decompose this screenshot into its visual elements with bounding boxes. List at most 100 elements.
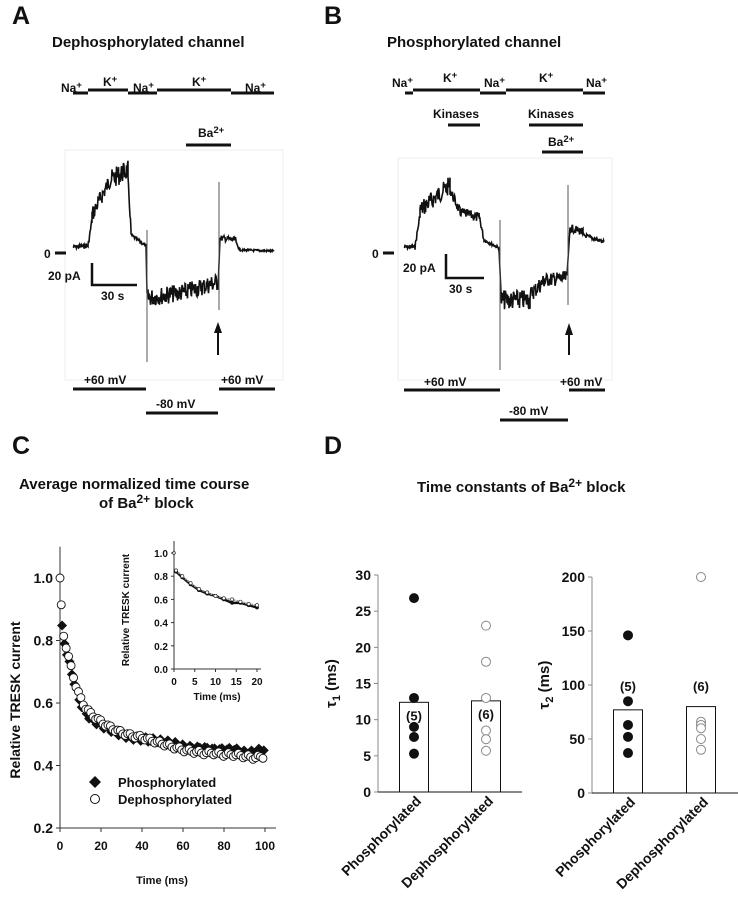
d-y-tick-label: 200 bbox=[562, 569, 586, 585]
d-y-tick-label: 0 bbox=[363, 784, 371, 800]
c-inset-x-tick-label: 15 bbox=[231, 677, 243, 688]
a-scale-time: 30 s bbox=[101, 289, 125, 303]
c-x-tick-label: 40 bbox=[135, 839, 149, 853]
b-ba-label: Ba2+ bbox=[548, 134, 575, 149]
d-data-point bbox=[409, 721, 419, 732]
inset-dephosphorylated-point bbox=[221, 596, 226, 601]
b-solution-label: Na+ bbox=[484, 75, 505, 90]
b-solution-label: Na+ bbox=[392, 75, 413, 90]
dephosphorylated-point bbox=[59, 631, 69, 641]
inset-dephosphorylated-point bbox=[238, 599, 243, 604]
b-solution-bars bbox=[405, 88, 605, 95]
d-title: Time constants of Ba2+ block bbox=[417, 476, 626, 496]
dephosphorylated-point bbox=[61, 643, 71, 653]
legend-dephosphorylated-label: Dephosphorylated bbox=[118, 792, 232, 807]
inset-dephosphorylated-line bbox=[175, 569, 258, 606]
inset-dephosphorylated-point bbox=[180, 574, 185, 579]
a-scale-current: 20 pA bbox=[48, 269, 81, 283]
panel-letter-d: D bbox=[324, 432, 343, 460]
a-voltage-label: +60 mV bbox=[221, 373, 263, 387]
phosphorylated-point bbox=[57, 620, 68, 631]
panel-c-chart: Average normalized time course of Ba2+ b… bbox=[7, 476, 276, 887]
d-n-label: (5) bbox=[406, 708, 422, 723]
dephosphorylated-point bbox=[55, 573, 65, 583]
d-y-axis-label: τ1 (ms) bbox=[323, 659, 343, 708]
panel-letter-c: C bbox=[12, 432, 31, 460]
c-inset-y-tick-label: 1.0 bbox=[154, 549, 168, 560]
c-inset-background bbox=[115, 540, 275, 690]
c-inset-y-tick-label: 0.6 bbox=[154, 595, 168, 606]
d-data-point bbox=[409, 692, 419, 703]
d-data-point bbox=[409, 593, 419, 604]
d-data-point bbox=[623, 630, 633, 641]
a-ba-label: Ba2+ bbox=[198, 125, 225, 140]
c-inset-x-tick-label: 0 bbox=[171, 677, 177, 688]
c-inset-axes: 0.0 0.2 0.4 0.6 0.8 1.0 0 5 10 15 20 Time (ms) Relat… bbox=[115, 540, 275, 703]
d-n-label: (6) bbox=[478, 707, 494, 722]
b-solution-label: Na+ bbox=[586, 75, 607, 90]
b-voltage-label: +60 mV bbox=[424, 375, 466, 389]
panel-a-title: Dephosphorylated channel bbox=[52, 34, 245, 51]
d-data-point bbox=[409, 748, 419, 759]
d-data-point bbox=[696, 723, 706, 734]
inset-dephosphorylated-point bbox=[213, 594, 218, 598]
c-legend: Phosphorylated Dephosphorylated bbox=[89, 775, 232, 807]
c-inset-x-tick-label: 5 bbox=[192, 677, 198, 688]
a-scale-bar bbox=[90, 263, 137, 287]
legend-phosphorylated-marker bbox=[89, 776, 101, 788]
panel-b-recording: Na+ K+ Na+ K+ Na+ Kinases Kinases Ba2+ 0… bbox=[372, 70, 613, 422]
d-data-point bbox=[481, 620, 491, 631]
c-inset-x-tick-label: 10 bbox=[210, 677, 222, 688]
c-title-line1: Average normalized time course bbox=[19, 476, 249, 493]
c-inset-y-tick-label: 0.4 bbox=[154, 619, 168, 630]
c-inset-y-axis-label: Relative TRESK current bbox=[121, 553, 132, 666]
d-data-point bbox=[696, 744, 706, 755]
b-solution-label: K+ bbox=[443, 70, 458, 85]
d-data-point bbox=[481, 656, 491, 667]
d-y-tick-label: 0 bbox=[577, 785, 585, 801]
c-y-tick-label: 1.0 bbox=[34, 570, 54, 586]
dephosphorylated-point bbox=[66, 661, 76, 671]
c-y-tick-label: 0.2 bbox=[34, 820, 54, 836]
c-x-tick-label: 80 bbox=[217, 839, 231, 853]
c-x-tick-label: 60 bbox=[176, 839, 190, 853]
d-y-axis-label: τ2 (ms) bbox=[536, 661, 556, 710]
c-inset-x-axis-label: Time (ms) bbox=[193, 692, 240, 703]
c-y-tick-label: 0.8 bbox=[34, 633, 54, 649]
dephosphorylated-point bbox=[258, 753, 268, 763]
c-y-axis-label: Relative TRESK current bbox=[7, 621, 23, 778]
d-data-point bbox=[623, 696, 633, 707]
d-category-label: Phosphorylated bbox=[552, 794, 638, 880]
b-zero-label: 0 bbox=[372, 247, 379, 261]
c-inset-marks bbox=[172, 551, 259, 610]
b-kinases-label: Kinases bbox=[433, 107, 479, 121]
d-data-point bbox=[481, 692, 491, 703]
d-y-tick-label: 5 bbox=[363, 748, 371, 764]
c-y-tick-label: 0.6 bbox=[34, 695, 54, 711]
d-data-point bbox=[481, 745, 491, 756]
inset-phosphorylated-point bbox=[230, 600, 235, 605]
legend-phosphorylated-label: Phosphorylated bbox=[118, 775, 216, 790]
a-zero-label: 0 bbox=[44, 247, 51, 261]
a-current-trace bbox=[72, 160, 275, 306]
panel-b-title: Phosphorylated channel bbox=[387, 34, 562, 51]
panel-letter-a: A bbox=[12, 2, 31, 30]
d-y-tick-label: 100 bbox=[562, 677, 586, 693]
d-y-tick-label: 10 bbox=[355, 712, 371, 728]
b-solution-label: K+ bbox=[539, 70, 554, 85]
inset-dephosphorylated-point bbox=[188, 581, 193, 586]
inset-dephosphorylated-point bbox=[172, 551, 176, 555]
inset-dephosphorylated-point bbox=[246, 602, 251, 606]
a-voltage-label: +60 mV bbox=[84, 373, 126, 387]
d-y-tick-label: 150 bbox=[562, 623, 586, 639]
c-main-marks bbox=[55, 573, 269, 764]
inset-dephosphorylated-point bbox=[205, 590, 210, 595]
c-inset-x-tick-label: 20 bbox=[251, 677, 263, 688]
b-scale-bar bbox=[444, 254, 484, 280]
panel-letter-b: B bbox=[324, 2, 343, 30]
d-y-tick-label: 25 bbox=[355, 603, 371, 619]
panel-d-chart: Time constants of Ba2+ block 0 5 10 15 20 25 3… bbox=[323, 476, 738, 892]
